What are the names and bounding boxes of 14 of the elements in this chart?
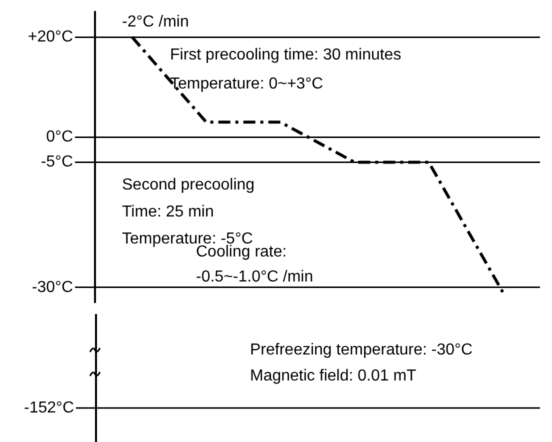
annotation: First precooling time: 30 minutes xyxy=(170,46,402,64)
annotation: Time: 25 min xyxy=(122,203,214,220)
text: Prefreezing temperature: -30°C xyxy=(250,341,472,358)
annotation: Second precooling xyxy=(122,176,255,194)
y-tick-label: +20°C xyxy=(28,28,73,46)
y-tick-label: 0°C xyxy=(46,128,73,146)
y-tick-label: -5°C xyxy=(40,154,73,171)
annotation: Cooling rate: xyxy=(196,243,287,260)
annotation: Temperature: 0~+3°C xyxy=(170,75,324,92)
y-tick-label: -30°C xyxy=(32,278,73,296)
text: Magnetic field: 0.01 mT xyxy=(250,367,417,384)
text: -152°C xyxy=(24,399,74,416)
annotation: -2°C /min xyxy=(122,13,189,30)
annotation: -0.5~-1.0°C /min xyxy=(196,268,314,286)
